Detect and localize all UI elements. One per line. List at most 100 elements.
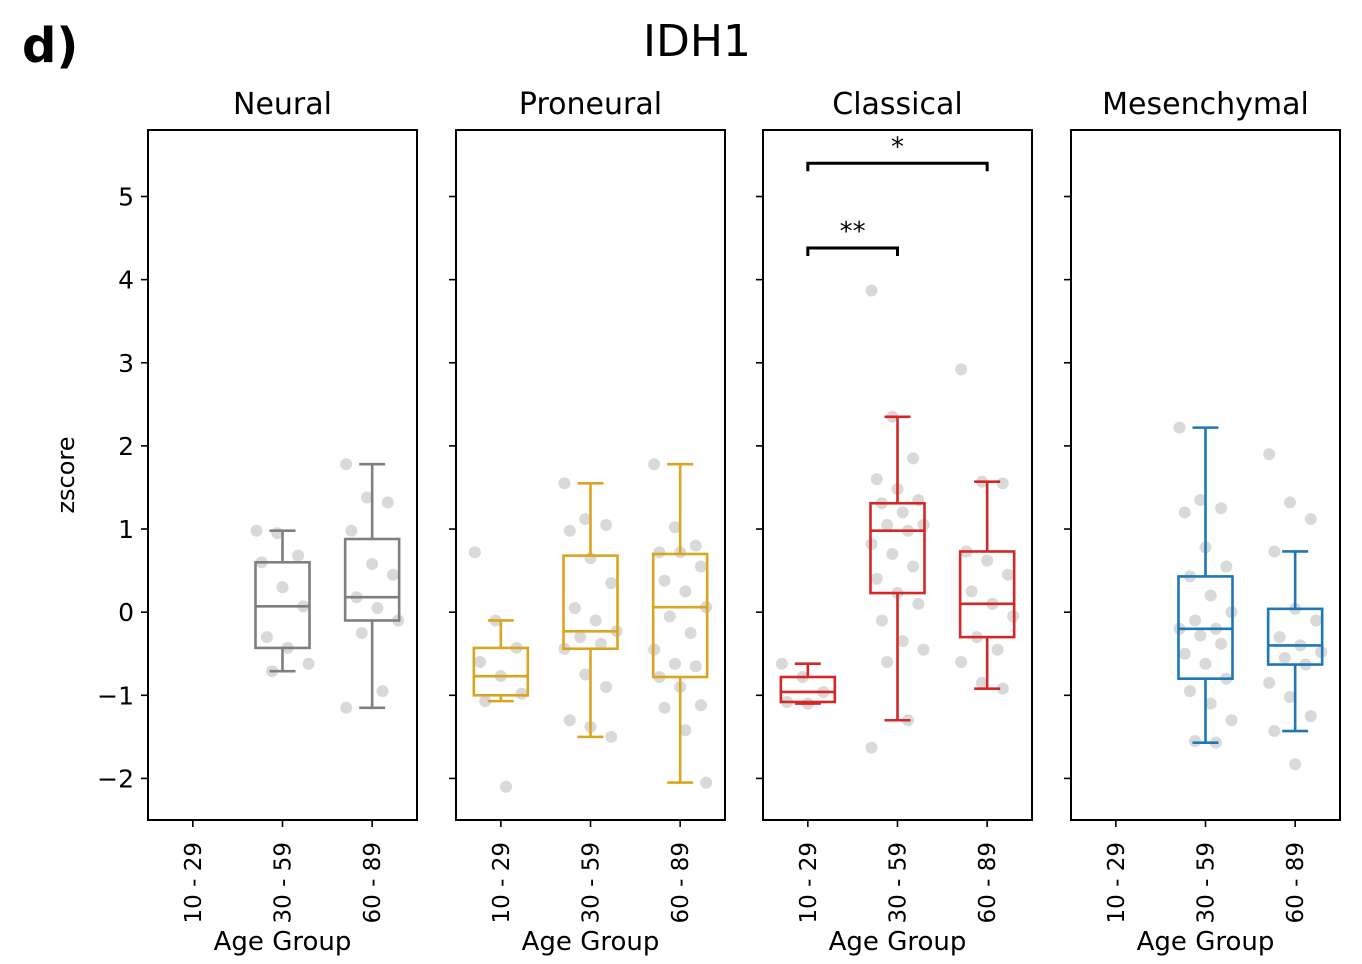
data-point [1263,448,1276,461]
data-point [563,524,576,537]
x-tick-label: 10 - 29 [181,842,207,923]
x-axis-label: Age Group [214,927,352,957]
x-tick-label: 30 - 59 [886,842,912,923]
box [1266,607,1324,666]
data-point [589,614,602,627]
data-point [875,614,888,627]
box-group [1173,421,1238,749]
data-point [574,631,587,644]
data-point [1273,631,1286,644]
data-point [996,682,1009,695]
data-point [1225,714,1238,727]
box-group [340,458,405,714]
data-point [996,477,1009,490]
box [562,554,619,651]
data-point [594,637,607,650]
data-point [955,363,968,376]
significance-label: * [891,132,904,162]
data-point [700,776,713,789]
y-tick-label: 3 [118,349,134,378]
data-point [515,687,528,700]
data-point [689,539,702,552]
data-point [896,506,909,519]
data-point [991,643,1004,656]
data-point [658,574,671,587]
data-point [870,572,883,585]
data-point [1215,637,1228,650]
box [651,552,709,679]
data-point [1220,560,1233,573]
data-point [605,730,618,743]
data-point [371,602,384,615]
x-axis-label: Age Group [522,927,660,957]
box-group [1263,448,1328,771]
x-tick-label: 60 - 89 [668,842,694,923]
panel-title: Mesenchymal [1102,87,1309,122]
data-point [1199,657,1212,670]
data-point [1204,589,1217,602]
data-point [1194,493,1207,506]
data-point [345,524,358,537]
data-point [600,518,613,531]
panels: Neural −2 −1 0 1 2 3 4 5 10 - 29 30 - 59 60 - 89 Age… [97,87,1341,957]
data-point [1309,614,1322,627]
box-group [865,284,930,754]
data-point [605,577,618,590]
data-point [474,656,487,669]
data-point [684,626,697,639]
data-point [360,491,373,504]
panel-title: Neural [233,87,332,122]
box-group [648,458,713,789]
data-point [881,518,894,531]
data-point [276,581,289,594]
y-tick-label: −1 [97,681,134,710]
data-point [870,473,883,486]
y-tick-label: 4 [118,266,134,295]
data-point [1204,697,1217,710]
data-point [600,680,613,693]
data-point [1283,690,1296,703]
box [869,501,926,595]
x-tick-label: 30 - 59 [579,842,605,923]
data-point [1189,614,1202,627]
data-point [694,560,707,573]
data-point [881,656,894,669]
panel-proneural: Proneural 10 - 29 30 - 59 60 - 89 Age Group [449,87,726,957]
data-point [663,610,676,623]
data-point [386,568,399,581]
data-point [1001,568,1014,581]
data-point [653,546,666,559]
panel-title: Proneural [519,87,662,122]
data-point [917,643,930,656]
data-point [366,557,379,570]
x-tick-label: 30 - 59 [271,842,297,923]
data-point [1183,685,1196,698]
data-point [1178,506,1191,519]
data-point [376,685,389,698]
box [343,537,401,622]
x-axis-label: Age Group [829,927,967,957]
x-axis-label: Age Group [1137,927,1275,957]
panel-classical: Classical 10 - 29 30 - 59 60 - 89 Age Group *… [756,87,1033,957]
data-point [912,597,925,610]
data-point [981,554,994,567]
y-tick-label: 1 [118,515,134,544]
data-point [340,458,353,471]
x-tick-label: 10 - 29 [489,842,515,923]
data-point [886,547,899,560]
data-point [579,513,592,526]
x-tick-label: 60 - 89 [975,842,1001,923]
data-point [1194,629,1207,642]
panel-title: Classical [832,87,962,122]
data-point [965,585,978,598]
x-tick-label: 30 - 59 [1194,842,1220,923]
data-point [896,635,909,648]
data-point [340,701,353,714]
data-point [679,724,692,737]
data-point [668,521,681,534]
y-tick-label: 5 [118,183,134,212]
data-point [955,656,968,669]
data-point [694,699,707,712]
data-point [292,549,305,562]
